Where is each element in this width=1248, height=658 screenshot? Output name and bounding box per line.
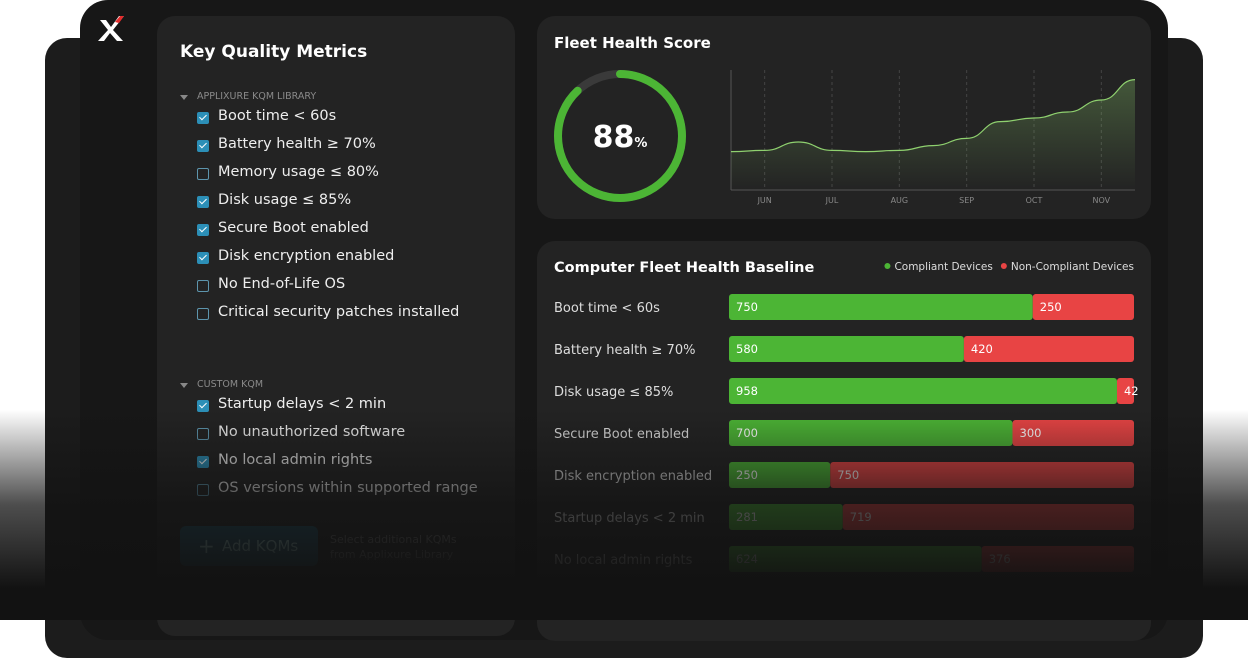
- bar-segment: [830, 462, 1134, 488]
- kqm-item: Secure Boot enabled: [218, 220, 369, 236]
- x-tick-label: OCT: [1026, 196, 1043, 205]
- check-mark: [199, 456, 207, 465]
- bar-label: 700: [736, 426, 758, 440]
- kqm-item: Disk usage ≤ 85%: [218, 192, 352, 208]
- section-arrow: [180, 95, 188, 100]
- kqm-item: OS versions within supported range: [218, 480, 478, 496]
- bar-label: 624: [736, 552, 758, 566]
- bar-segment: [963, 336, 1134, 362]
- kqm-item: Startup delays < 2 min: [218, 396, 387, 412]
- legend-label: Compliant Devices: [894, 261, 992, 273]
- checkbox: [197, 456, 209, 468]
- bar-label: 300: [1020, 426, 1042, 440]
- bar-label: 958: [736, 384, 758, 398]
- section-title: CUSTOM KQM: [197, 379, 264, 390]
- card-title: Fleet Health Score: [554, 34, 711, 52]
- health-chart: Fleet Health Score 88% JUN JUL AUG SEP OCT NOV: [554, 34, 1136, 205]
- bar-label: 750: [837, 468, 859, 482]
- card-title: Computer Fleet Health Baseline: [554, 260, 814, 276]
- checkbox: [197, 308, 209, 320]
- check-mark: [199, 140, 207, 149]
- bar-label: 376: [989, 552, 1011, 566]
- kqm-item: Critical security patches installed: [218, 304, 460, 320]
- legend-dot: [1000, 263, 1007, 269]
- check-mark: [199, 112, 207, 121]
- bar-segment: [1116, 378, 1134, 404]
- category-label: Disk encryption enabled: [554, 469, 712, 484]
- bar-label: 420: [971, 342, 993, 356]
- check-mark: [199, 224, 207, 233]
- add-kqm-button[interactable]: + Add KQMs: [180, 526, 318, 566]
- checkbox: [197, 168, 209, 180]
- plus-icon: +: [198, 534, 215, 558]
- bar-segment: [729, 294, 1033, 320]
- bar-segment: [729, 378, 1117, 404]
- category-label: No local admin rights: [554, 553, 693, 568]
- bar-segment: [729, 336, 964, 362]
- line: [730, 79, 1136, 153]
- kqm-item: Battery health ≥ 70%: [218, 136, 376, 152]
- category-label: Boot time < 60s: [554, 301, 660, 316]
- category-label: Disk usage ≤ 85%: [554, 385, 673, 400]
- gauge-arc: [554, 70, 686, 202]
- checkbox: [197, 196, 209, 208]
- line-area: [731, 79, 1135, 190]
- checkbox: [197, 400, 209, 412]
- bar-segment: [842, 504, 1134, 530]
- kqm-item: Disk encryption enabled: [218, 248, 395, 264]
- bar-segment: [729, 546, 982, 572]
- bar-label: 719: [850, 510, 872, 524]
- checkbox: [197, 484, 209, 496]
- checkbox: [197, 280, 209, 292]
- checkbox: [197, 112, 209, 124]
- kqm-item: No unauthorized software: [218, 424, 406, 440]
- check-mark: [199, 196, 207, 205]
- checkbox: [197, 428, 209, 440]
- panel-title: Key Quality Metrics: [180, 42, 368, 62]
- bar-label: 42: [1124, 384, 1139, 398]
- kqm-panel: Key Quality Metrics APPLIXURE KQM LIBRAR…: [157, 16, 515, 636]
- x-tick-label: JUL: [825, 196, 839, 205]
- bar-label: 281: [736, 510, 758, 524]
- category-label: Battery health ≥ 70%: [554, 343, 695, 358]
- x-tick-label: JUN: [757, 196, 772, 205]
- bar-label: 580: [736, 342, 758, 356]
- bar-label: 250: [736, 468, 758, 482]
- button-label: Add KQMs: [222, 537, 299, 555]
- kqm-item: Boot time < 60s: [218, 108, 337, 124]
- checkbox: [197, 224, 209, 236]
- check-mark: [199, 400, 207, 409]
- checkbox: [197, 140, 209, 152]
- baseline-card: Computer Fleet Health Baseline Non-Compli…: [537, 241, 1151, 641]
- logo: [98, 16, 124, 41]
- x-tick-label: SEP: [959, 196, 974, 205]
- health-card: Fleet Health Score 88% JUN JUL AUG SEP OCT NOV: [537, 16, 1151, 219]
- bar-segment: [729, 420, 1013, 446]
- check-mark: [199, 252, 207, 261]
- kqm-item: No End-of-Life OS: [218, 276, 346, 292]
- gauge-value: 88%: [593, 120, 648, 155]
- kqm-item: Memory usage ≤ 80%: [218, 164, 379, 180]
- checkbox: [197, 252, 209, 264]
- legend-dot: [884, 263, 891, 269]
- legend-label: Non-Compliant Devices: [1011, 261, 1134, 273]
- gauge-unit: %: [634, 136, 647, 151]
- baseline-chart: Computer Fleet Health Baseline Non-Compli…: [554, 260, 1139, 572]
- section-arrow: [180, 383, 188, 388]
- hint: Select additional KQMs from Applixure Li…: [330, 533, 457, 561]
- category-label: Secure Boot enabled: [554, 427, 689, 442]
- gauge-number: 88: [593, 120, 635, 155]
- bar-segment: [1032, 294, 1134, 320]
- kqm-item: No local admin rights: [218, 452, 373, 468]
- x-tick-label: NOV: [1093, 196, 1111, 205]
- bar-label: 250: [1040, 300, 1062, 314]
- bar-label: 750: [736, 300, 758, 314]
- x-tick-label: AUG: [891, 196, 909, 205]
- section-title: APPLIXURE KQM LIBRARY: [197, 91, 317, 102]
- category-label: Startup delays < 2 min: [554, 511, 705, 526]
